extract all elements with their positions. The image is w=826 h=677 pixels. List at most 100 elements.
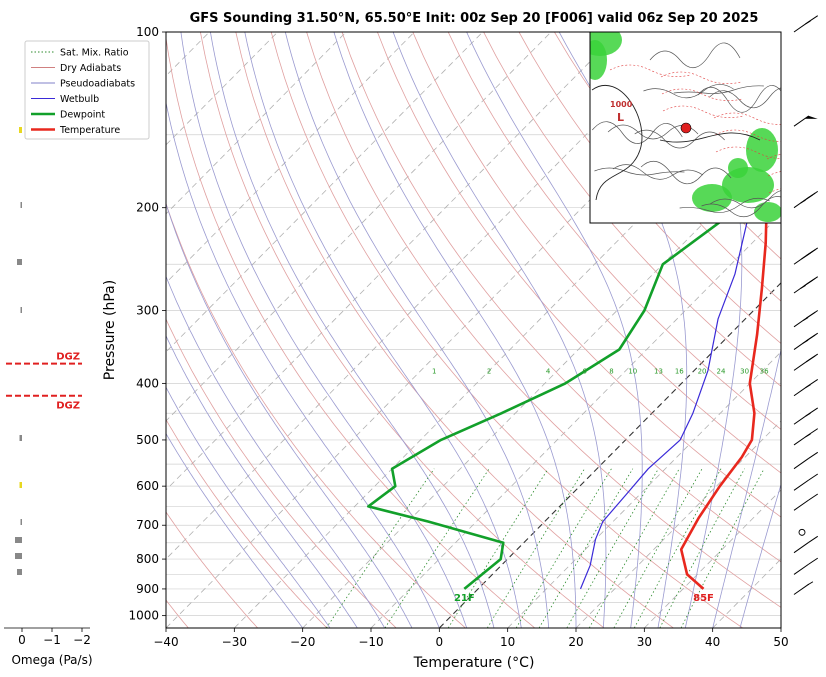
legend-label: Dewpoint [60, 110, 105, 121]
height-contour [592, 121, 683, 144]
wind-barb [793, 493, 819, 511]
wind-barb [793, 473, 819, 491]
mixing-ratio-label: 10 [628, 368, 637, 376]
mixing-ratio-label: 4 [546, 368, 551, 376]
mixing-ratio-labels: 1 2 4 6 8 10 13 16 20 24 30 36 [432, 368, 769, 376]
mixing-ratio-label: 24 [717, 368, 726, 376]
gridlines [166, 32, 781, 628]
height-contour [649, 42, 741, 68]
pseudoadiabat [392, 32, 607, 628]
mixing-ratio-line [447, 468, 549, 628]
x-tick-label: −30 [222, 635, 247, 649]
height-contour [679, 197, 770, 213]
x-tick-label: −10 [358, 635, 383, 649]
pseudoadiabat [166, 275, 386, 628]
wind-barb [793, 15, 819, 33]
mixing-ratio-label: 20 [698, 368, 707, 376]
mixing-ratio-line [515, 468, 612, 628]
y-tick-label: 300 [136, 303, 159, 317]
temperature-contour [660, 71, 742, 84]
x-tick-label: 40 [705, 635, 720, 649]
dry-adiabat [518, 32, 781, 344]
x-tick-label: −20 [290, 635, 315, 649]
surface-dewpoint-label: 21F [454, 593, 475, 604]
dry-adiabat [341, 32, 781, 563]
wind-barb [793, 407, 819, 425]
legend-label: Temperature [59, 125, 120, 136]
precip-area [692, 184, 732, 212]
legend-label: Pseudoadiabats [60, 79, 135, 90]
omega-bar [19, 127, 22, 133]
y-tick-label: 200 [136, 201, 159, 215]
wind-barb [793, 332, 819, 350]
omega-axis-label: Omega (Pa/s) [11, 653, 92, 667]
legend-label: Wetbulb [60, 94, 99, 105]
mixing-ratio-line [633, 468, 722, 628]
height-contour [640, 160, 732, 185]
height-contour [643, 84, 734, 99]
wind-barb [793, 353, 819, 371]
pseudoadiabat [166, 202, 413, 628]
dry-adiabat [200, 32, 605, 628]
wind-barb [793, 276, 819, 294]
x-tick-label: 0 [436, 635, 444, 649]
mixing-ratio-line [538, 468, 634, 628]
mixing-ratio-line [325, 468, 435, 628]
omega-bar [19, 482, 22, 488]
wind-barb [793, 115, 818, 127]
dry-adiabats [166, 32, 781, 628]
dry-adiabat [166, 511, 258, 628]
temperature-contour [766, 154, 781, 160]
precip-area [754, 202, 781, 222]
dry-adiabat [554, 32, 781, 302]
wind-barb [798, 528, 806, 536]
y-tick-label: 900 [136, 582, 159, 596]
wind-barb [793, 428, 819, 446]
pseudoadiabat [166, 432, 304, 628]
wind-barb [793, 247, 819, 265]
dry-adiabat [166, 418, 328, 628]
y-axis-ticks: 100 200 300 400 500 600 700 800 900 1000 [128, 25, 166, 623]
pseudoadiabats [166, 32, 781, 628]
mixing-ratio-lines [325, 468, 765, 628]
pseudoadiabat [712, 348, 781, 628]
omega-bar [20, 202, 22, 208]
precip-area [746, 128, 778, 172]
height-contour [697, 85, 781, 113]
precip-area [590, 40, 607, 80]
omega-tick-label: 0 [18, 633, 26, 647]
pseudoadiabat [333, 32, 577, 628]
temperature-contour [767, 171, 781, 177]
dgz-label: DGZ [56, 352, 80, 363]
wind-barb [793, 535, 819, 554]
omega-bar [17, 259, 22, 265]
dry-adiabat [166, 35, 536, 628]
mixing-ratio-label: 1 [432, 368, 436, 376]
mixing-ratio-label: 36 [760, 368, 769, 376]
omega-tick-label: −2 [73, 633, 91, 647]
mixing-ratio-label: 16 [675, 368, 684, 376]
mixing-ratio-label: 6 [582, 368, 587, 376]
pseudoadiabat [166, 386, 331, 628]
y-tick-label: 400 [136, 376, 159, 390]
wind-barb [793, 557, 819, 575]
omega-tick-label: −1 [43, 633, 61, 647]
pseudoadiabat [284, 32, 550, 628]
isotherm [780, 627, 781, 628]
x-axis-ticks: −40 −30 −20 −10 0 10 20 30 40 50 [153, 628, 789, 649]
inset-map: 1000 L [589, 31, 782, 224]
dgz-label: DGZ [56, 401, 80, 412]
y-axis-label: Pressure (hPa) [102, 280, 118, 380]
surface-temperature-label: 85F [693, 593, 714, 604]
wind-barbs [793, 15, 819, 595]
precip-area [728, 158, 748, 178]
dry-adiabat [306, 32, 781, 608]
mixing-ratio-line [613, 468, 703, 628]
wind-barb [793, 190, 819, 209]
legend: Sat. Mix. Ratio Dry Adiabats Pseudoadiabat… [24, 40, 150, 140]
dry-adiabat [447, 32, 781, 430]
mixing-ratio-line [384, 468, 490, 628]
omega-bar [20, 307, 22, 313]
x-tick-label: 50 [773, 635, 788, 649]
mixing-ratio-line [680, 468, 765, 628]
